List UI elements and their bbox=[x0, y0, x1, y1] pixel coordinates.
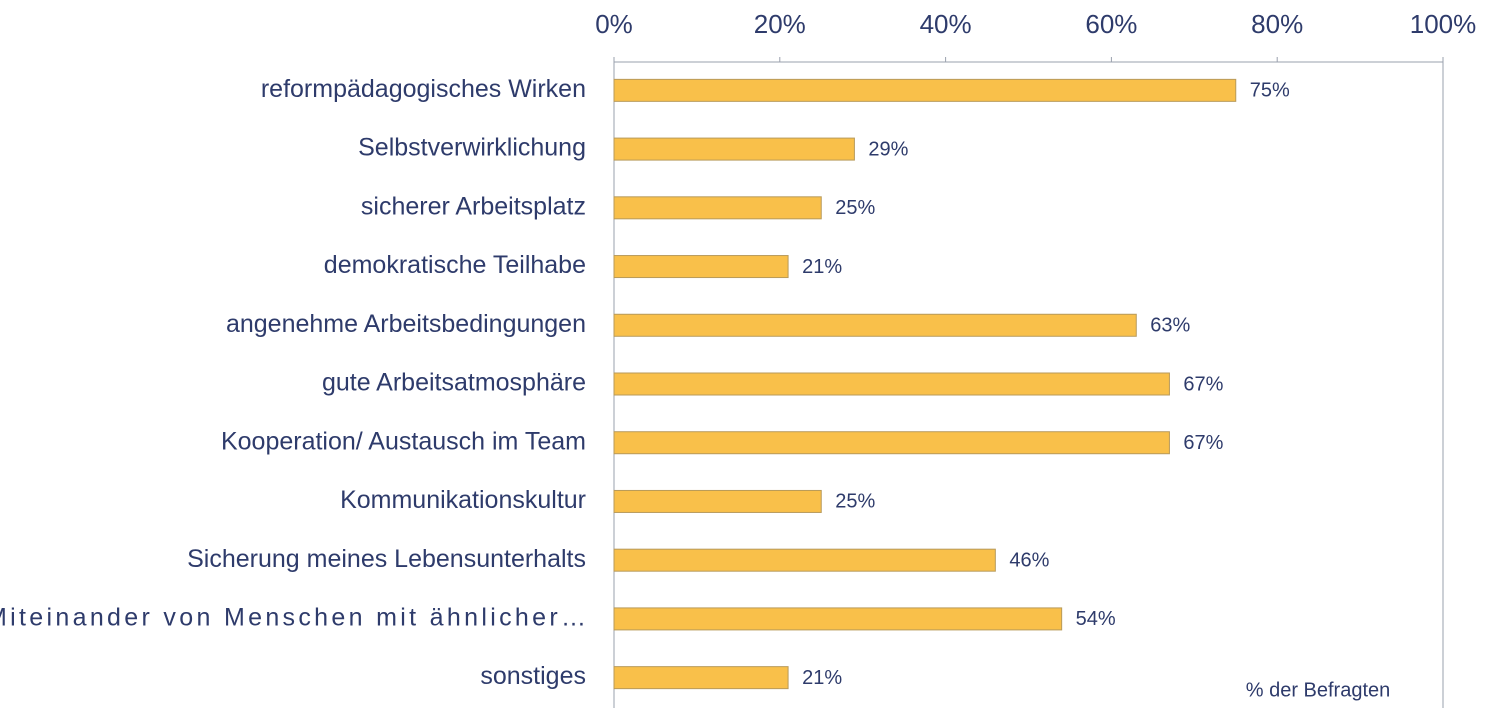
category-label: Selbstverwirklichung bbox=[358, 134, 586, 162]
bar bbox=[613, 137, 855, 161]
value-label: 67% bbox=[1183, 432, 1223, 454]
category-label: Kooperation/ Austausch im Team bbox=[221, 427, 586, 455]
category-label: gute Arbeitsatmosphäre bbox=[322, 369, 586, 397]
bar bbox=[613, 607, 1063, 631]
x-tick-label: 20% bbox=[754, 9, 806, 39]
value-label: 75% bbox=[1250, 80, 1290, 102]
category-label: Miteinander von Menschen mit ähnlicher… bbox=[0, 604, 586, 632]
x-tick-label: 100% bbox=[1410, 9, 1477, 39]
value-label: 25% bbox=[835, 197, 875, 219]
bar bbox=[613, 313, 1137, 337]
annotation: % der Befragten bbox=[1246, 679, 1391, 701]
value-label: 46% bbox=[1009, 549, 1049, 571]
bar bbox=[613, 78, 1237, 102]
value-label: 54% bbox=[1076, 608, 1116, 630]
bar bbox=[613, 431, 1170, 455]
x-tick-label: 40% bbox=[920, 9, 972, 39]
value-label: 67% bbox=[1183, 373, 1223, 395]
category-label: angenehme Arbeitsbedingungen bbox=[226, 310, 586, 338]
value-label: 21% bbox=[802, 667, 842, 689]
bar bbox=[613, 196, 822, 220]
category-label: sonstiges bbox=[480, 662, 586, 690]
value-label: 29% bbox=[868, 138, 908, 160]
bar bbox=[613, 372, 1170, 396]
bar bbox=[613, 489, 822, 513]
category-label: sicherer Arbeitsplatz bbox=[361, 192, 586, 220]
category-label: reformpädagogisches Wirken bbox=[261, 75, 586, 103]
bar bbox=[613, 548, 996, 572]
x-tick-label: 80% bbox=[1251, 9, 1303, 39]
category-label: Kommunikationskultur bbox=[340, 486, 586, 514]
value-label: 21% bbox=[802, 256, 842, 278]
x-tick-label: 0% bbox=[595, 9, 633, 39]
value-label: 25% bbox=[835, 491, 875, 513]
category-label: Sicherung meines Lebensunterhalts bbox=[187, 545, 586, 573]
bar bbox=[613, 255, 789, 279]
category-label: demokratische Teilhabe bbox=[324, 251, 586, 279]
x-tick-label: 60% bbox=[1085, 9, 1137, 39]
value-label: 63% bbox=[1150, 315, 1190, 337]
bar bbox=[613, 666, 789, 690]
